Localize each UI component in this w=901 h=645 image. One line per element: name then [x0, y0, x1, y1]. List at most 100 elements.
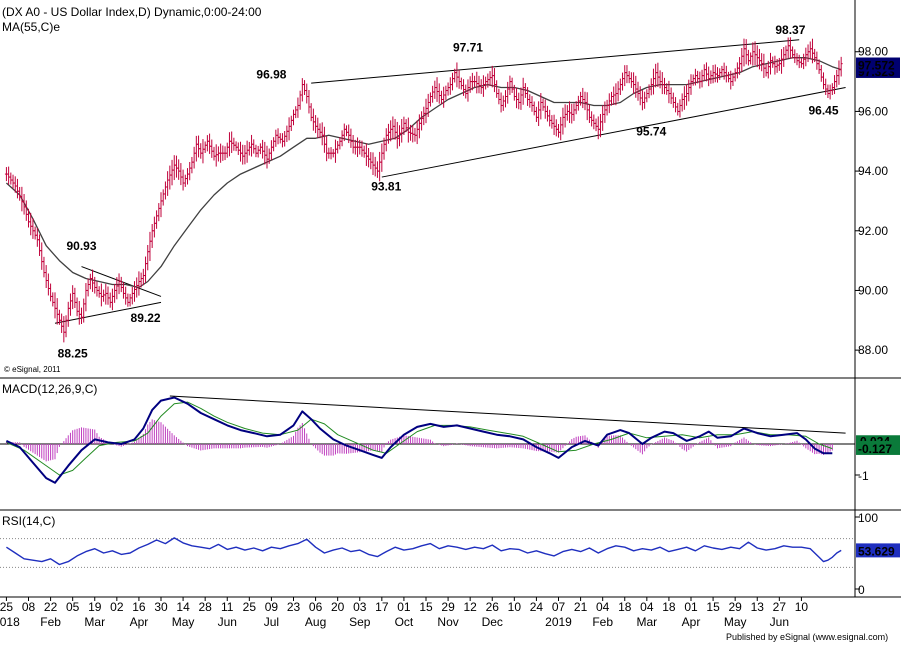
- time-tick-day: 06: [309, 600, 323, 614]
- price-tick-label: 98.00: [858, 45, 888, 59]
- time-tick-day: 11: [221, 600, 234, 614]
- time-tick-day: 15: [706, 600, 720, 614]
- time-tick-month: Jun: [218, 615, 237, 629]
- price-annotations: 88.25 90.93 89.22 96.98 93.81 97.71 95.74 98.37…: [58, 23, 839, 361]
- price-annotation: 98.37: [775, 23, 805, 37]
- time-tick-day: 20: [331, 600, 345, 614]
- rsi-last-label: 53.629: [858, 544, 895, 558]
- time-tick-month: May: [172, 615, 195, 629]
- time-tick-month: Feb: [592, 615, 613, 629]
- time-tick-month: Aug: [305, 615, 326, 629]
- price-tick-label: 94.00: [858, 164, 888, 178]
- rsi-line: [6, 537, 842, 566]
- time-tick-day: 18: [618, 600, 632, 614]
- time-tick-day: 10: [795, 600, 809, 614]
- moving-average-line: [5, 57, 842, 289]
- trendline: [381, 87, 846, 178]
- trendline: [54, 301, 162, 324]
- price-annotation: 97.71: [453, 41, 483, 55]
- time-tick-day: 14: [176, 600, 190, 614]
- last-price-box: [856, 57, 900, 72]
- time-tick-day: 30: [154, 600, 168, 614]
- copyright-text: © eSignal, 2011: [4, 365, 61, 374]
- trendline: [311, 39, 800, 84]
- time-tick-day: 21: [574, 600, 588, 614]
- time-tick-month: May: [724, 615, 747, 629]
- price-annotation: 93.81: [371, 179, 401, 193]
- time-tick-day: 18: [662, 600, 676, 614]
- time-tick-day: 29: [728, 600, 742, 614]
- price-bars: [4, 37, 843, 343]
- price-annotation: 96.98: [256, 68, 286, 82]
- price-axis: 88.0090.0092.0094.0096.0098.0097.32397.5…: [855, 45, 900, 357]
- macd-last-box: [856, 440, 900, 455]
- time-tick-day: 25: [0, 600, 13, 614]
- price-annotation: 89.22: [131, 311, 161, 325]
- macd-title: MACD(12,26,9,C): [2, 382, 97, 396]
- last-price-label: 97.572: [858, 59, 895, 73]
- time-tick-month: 2019: [545, 615, 572, 629]
- macd-histogram: [0, 419, 855, 462]
- rsi-axis: 0 100 53.629: [855, 511, 900, 597]
- time-tick-day: 19: [88, 600, 102, 614]
- time-tick-day: 12: [463, 600, 477, 614]
- time-tick-month: Sep: [349, 615, 371, 629]
- rsi-series-line: [6, 537, 842, 566]
- macd-signal-line: [6, 401, 833, 476]
- time-tick-month: Dec: [482, 615, 503, 629]
- time-tick-day: 26: [486, 600, 500, 614]
- macd-last-label: -0.127: [858, 442, 892, 456]
- time-tick-month: Jul: [264, 615, 279, 629]
- time-tick-day: 10: [508, 600, 522, 614]
- price-tick-label: 90.00: [858, 283, 888, 297]
- time-tick-day: 04: [596, 600, 610, 614]
- price-tick-label: 96.00: [858, 104, 888, 118]
- time-tick-day: 24: [530, 600, 544, 614]
- rsi-panel: 0 100 53.629 RSI(14,C): [0, 511, 901, 598]
- macd-trendline: [169, 395, 846, 434]
- price-annotation: 95.74: [636, 124, 666, 138]
- price-panel: 88.25 90.93 89.22 96.98 93.81 97.71 95.74 98.37…: [0, 0, 901, 597]
- macd-panel: -10.024-0.127 MACD(12,26,9,C): [0, 382, 901, 511]
- time-tick-month: Apr: [130, 615, 149, 629]
- price-annotation: 88.25: [58, 347, 88, 361]
- time-tick-day: 03: [353, 600, 367, 614]
- macd-line: [5, 396, 833, 484]
- time-tick-day: 22: [44, 600, 58, 614]
- time-tick-day: 04: [640, 600, 654, 614]
- macd-lines: [5, 395, 846, 484]
- time-tick-day: 05: [66, 600, 80, 614]
- price-annotation: 96.45: [808, 103, 838, 117]
- time-tick-day: 01: [397, 600, 411, 614]
- time-tick-month: Feb: [40, 615, 61, 629]
- time-tick-day: 17: [375, 600, 389, 614]
- time-tick-day: 13: [751, 600, 765, 614]
- time-axis: 2520180822Feb0519Mar0216Apr3014May2811Ju…: [0, 597, 808, 629]
- rsi-tick-label: 100: [858, 511, 878, 525]
- price-trendlines: [54, 39, 846, 324]
- time-tick-month: Nov: [437, 615, 458, 629]
- ma-legend: MA(55,C)e: [2, 20, 60, 34]
- chart-title: (DX A0 - US Dollar Index,D) Dynamic,0:00…: [2, 5, 262, 19]
- macd-axis: -10.024-0.127: [855, 434, 900, 483]
- time-tick-day: 09: [265, 600, 279, 614]
- price-tick-label: 92.00: [858, 224, 888, 238]
- time-tick-month: 2018: [0, 615, 20, 629]
- time-tick-month: Oct: [395, 615, 414, 629]
- time-tick-month: Mar: [636, 615, 657, 629]
- time-tick-day: 23: [287, 600, 301, 614]
- macd-tick-label: -1: [858, 469, 869, 483]
- rsi-last-box: [856, 543, 900, 558]
- ma-line: [5, 57, 842, 289]
- time-tick-month: Jun: [770, 615, 789, 629]
- time-tick-day: 16: [132, 600, 146, 614]
- price-tick-label: 88.00: [858, 343, 888, 357]
- time-tick-month: Mar: [84, 615, 105, 629]
- rsi-tick-label: 0: [858, 583, 865, 597]
- time-tick-day: 01: [684, 600, 698, 614]
- time-tick-day: 25: [243, 600, 257, 614]
- time-tick-day: 02: [110, 600, 124, 614]
- price-annotation: 90.93: [66, 239, 96, 253]
- published-credit: Published by eSignal (www.esignal.com): [726, 632, 888, 642]
- time-tick-day: 27: [773, 600, 787, 614]
